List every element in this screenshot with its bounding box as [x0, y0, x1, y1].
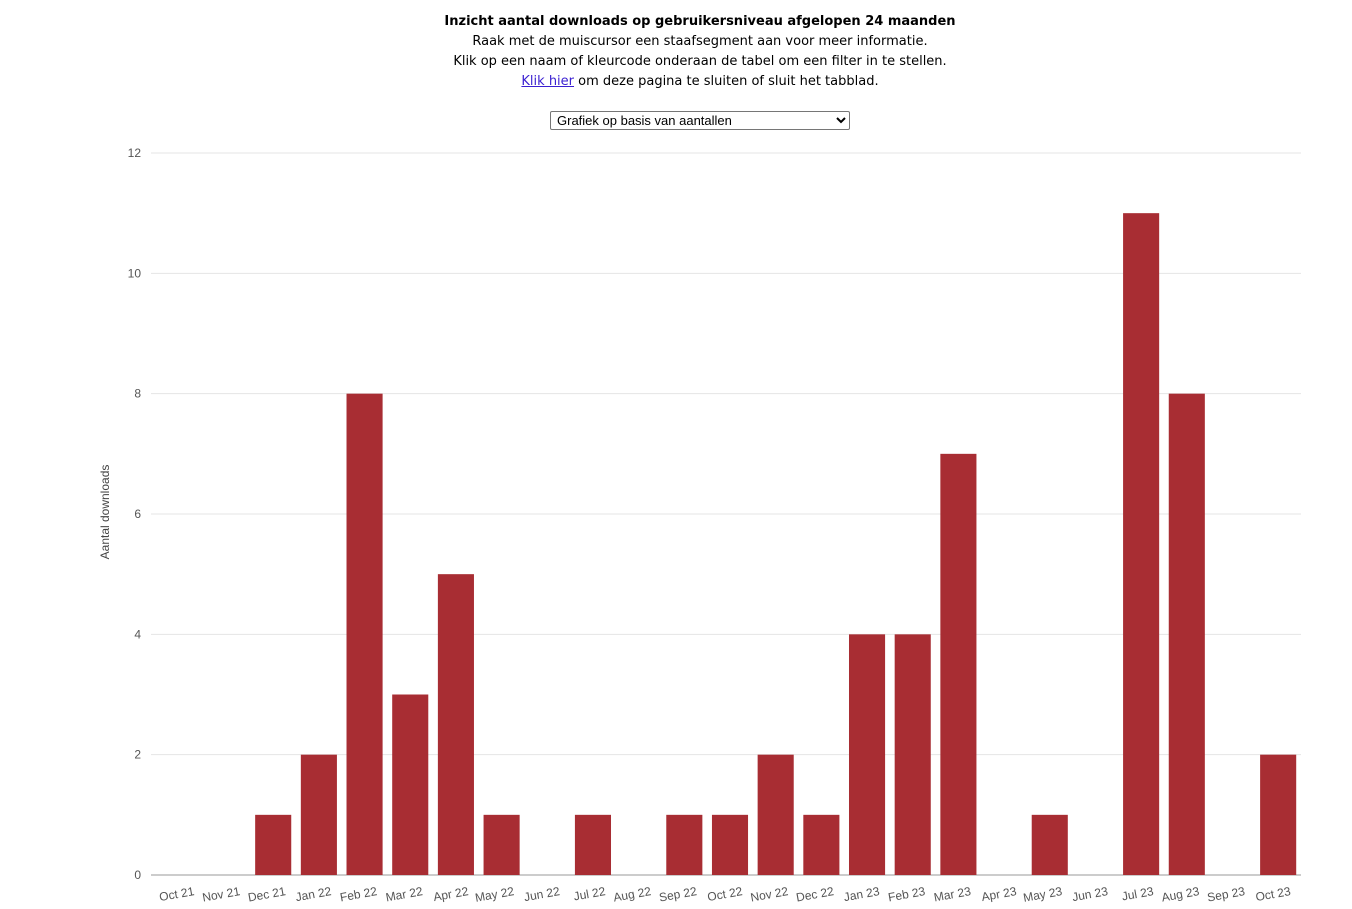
x-tick-label: Aug 22: [612, 884, 652, 904]
x-tick-label: Mar 22: [385, 884, 425, 904]
x-tick-label: Feb 22: [339, 884, 379, 904]
x-tick-label: Oct 22: [706, 884, 744, 904]
bar[interactable]: [255, 814, 292, 875]
bar[interactable]: [483, 814, 520, 875]
bar[interactable]: [940, 453, 977, 875]
x-tick-label: Jan 22: [294, 884, 332, 904]
x-tick-label: Dec 22: [795, 884, 835, 904]
bar[interactable]: [1168, 393, 1205, 875]
x-tick-label: Apr 22: [432, 884, 470, 904]
hover-instruction: Raak met de muiscursor een staafsegment …: [472, 34, 928, 49]
bar[interactable]: [574, 814, 612, 875]
y-tick-label: 10: [128, 266, 142, 280]
x-tick-label: Nov 22: [749, 884, 789, 904]
bar[interactable]: [666, 814, 703, 875]
chart-view-select-wrap: Grafiek op basis van aantallen: [550, 110, 850, 130]
x-tick-label: Nov 21: [201, 884, 241, 904]
x-tick-label: Aug 23: [1160, 884, 1200, 904]
y-tick-label: 4: [134, 627, 141, 641]
close-instruction-text: om deze pagina te sluiten of sluit het t…: [574, 74, 879, 89]
bar[interactable]: [346, 393, 383, 875]
bar[interactable]: [757, 754, 794, 875]
bar[interactable]: [1031, 814, 1068, 875]
y-tick-label: 0: [134, 868, 141, 882]
close-instruction: Klik hier om deze pagina te sluiten of s…: [0, 72, 1352, 92]
x-tick-label: May 23: [1022, 884, 1064, 905]
x-tick-label: Jun 22: [523, 884, 561, 904]
bar[interactable]: [894, 634, 931, 875]
x-tick-label: Sep 23: [1206, 884, 1246, 904]
x-tick-label: Oct 21: [158, 884, 196, 904]
y-tick-label: 12: [128, 146, 142, 160]
page-header: Inzicht aantal downloads op gebruikersni…: [0, 12, 1352, 92]
filter-instruction: Klik op een naam of kleurcode onderaan d…: [453, 54, 947, 69]
bar[interactable]: [1260, 754, 1297, 875]
bar[interactable]: [848, 634, 886, 875]
x-tick-label: Jun 23: [1071, 884, 1109, 904]
x-tick-label: Mar 23: [933, 884, 973, 904]
close-page-link[interactable]: Klik hier: [521, 74, 575, 89]
x-tick-label: Apr 23: [980, 884, 1018, 904]
page-title: Inzicht aantal downloads op gebruikersni…: [444, 14, 956, 29]
y-tick-label: 6: [134, 507, 141, 521]
x-tick-label: Sep 22: [658, 884, 698, 904]
x-tick-label: Jul 23: [1121, 884, 1155, 903]
y-tick-label: 8: [134, 387, 141, 401]
x-tick-label: Dec 21: [247, 884, 287, 904]
x-tick-label: Feb 23: [887, 884, 927, 904]
x-tick-label: Jul 22: [573, 884, 607, 903]
chart-view-select[interactable]: Grafiek op basis van aantallen: [550, 111, 850, 130]
bar[interactable]: [300, 754, 337, 875]
bar[interactable]: [1123, 213, 1160, 875]
x-tick-label: Jan 23: [843, 884, 881, 904]
x-tick-label: Oct 23: [1254, 884, 1292, 904]
x-tick-label: May 22: [474, 884, 516, 905]
y-axis-title: Aantal downloads: [98, 465, 112, 560]
bar[interactable]: [392, 694, 429, 876]
bar[interactable]: [711, 814, 749, 875]
bar[interactable]: [803, 814, 840, 875]
y-tick-label: 2: [134, 748, 141, 762]
bar[interactable]: [437, 574, 474, 875]
